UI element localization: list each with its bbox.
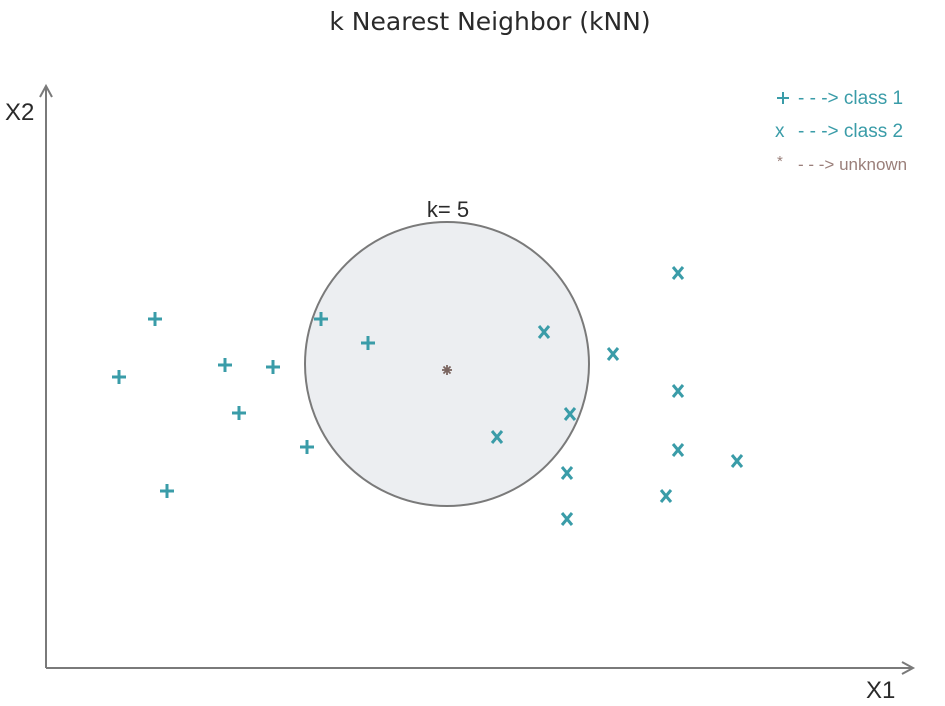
- k-neighborhood-circle: [304, 221, 590, 507]
- class2-point: [671, 443, 685, 457]
- legend-label-class1: - - -> class 1: [798, 88, 903, 109]
- class2-point: [563, 407, 577, 421]
- x-marker-icon: x: [775, 121, 785, 142]
- class1-point: [232, 406, 246, 420]
- y-axis-label: X2: [5, 99, 34, 126]
- legend-label-unknown: - - -> unknown: [798, 155, 907, 174]
- class1-point: [361, 336, 375, 350]
- asterisk-marker-icon: *: [777, 153, 783, 170]
- class2-point: [560, 466, 574, 480]
- legend-label-class2: - - -> class 2: [798, 121, 903, 142]
- class2-point: [671, 266, 685, 280]
- class1-point: [148, 312, 162, 326]
- diagram-title: k Nearest Neighbor (kNN): [329, 7, 650, 36]
- legend: - - -> class 1 x - - -> class 2 * - - ->…: [775, 88, 907, 174]
- class2-point: [606, 347, 620, 361]
- class2-point: [490, 430, 504, 444]
- class2-point: [537, 325, 551, 339]
- class2-point: [730, 454, 744, 468]
- plus-marker-icon: [777, 92, 789, 104]
- data-points: [112, 266, 744, 526]
- legend-item-class2: x - - -> class 2: [775, 121, 903, 142]
- k-label: k= 5: [427, 197, 469, 222]
- class1-point: [218, 358, 232, 372]
- class1-point: [266, 360, 280, 374]
- x-axis-arrowhead: [901, 661, 916, 675]
- class1-point: [112, 370, 126, 384]
- class2-point: [560, 512, 574, 526]
- axes: [39, 83, 916, 675]
- legend-item-unknown: * - - -> unknown: [777, 153, 907, 174]
- class2-point: [671, 384, 685, 398]
- unknown-point: [442, 365, 452, 375]
- y-axis-arrowhead: [39, 83, 53, 98]
- class1-point: [160, 484, 174, 498]
- class1-point: [314, 312, 328, 326]
- class1-point: [300, 440, 314, 454]
- x-axis-label: X1: [866, 677, 895, 704]
- class2-point: [659, 489, 673, 503]
- legend-item-class1: - - -> class 1: [777, 88, 903, 109]
